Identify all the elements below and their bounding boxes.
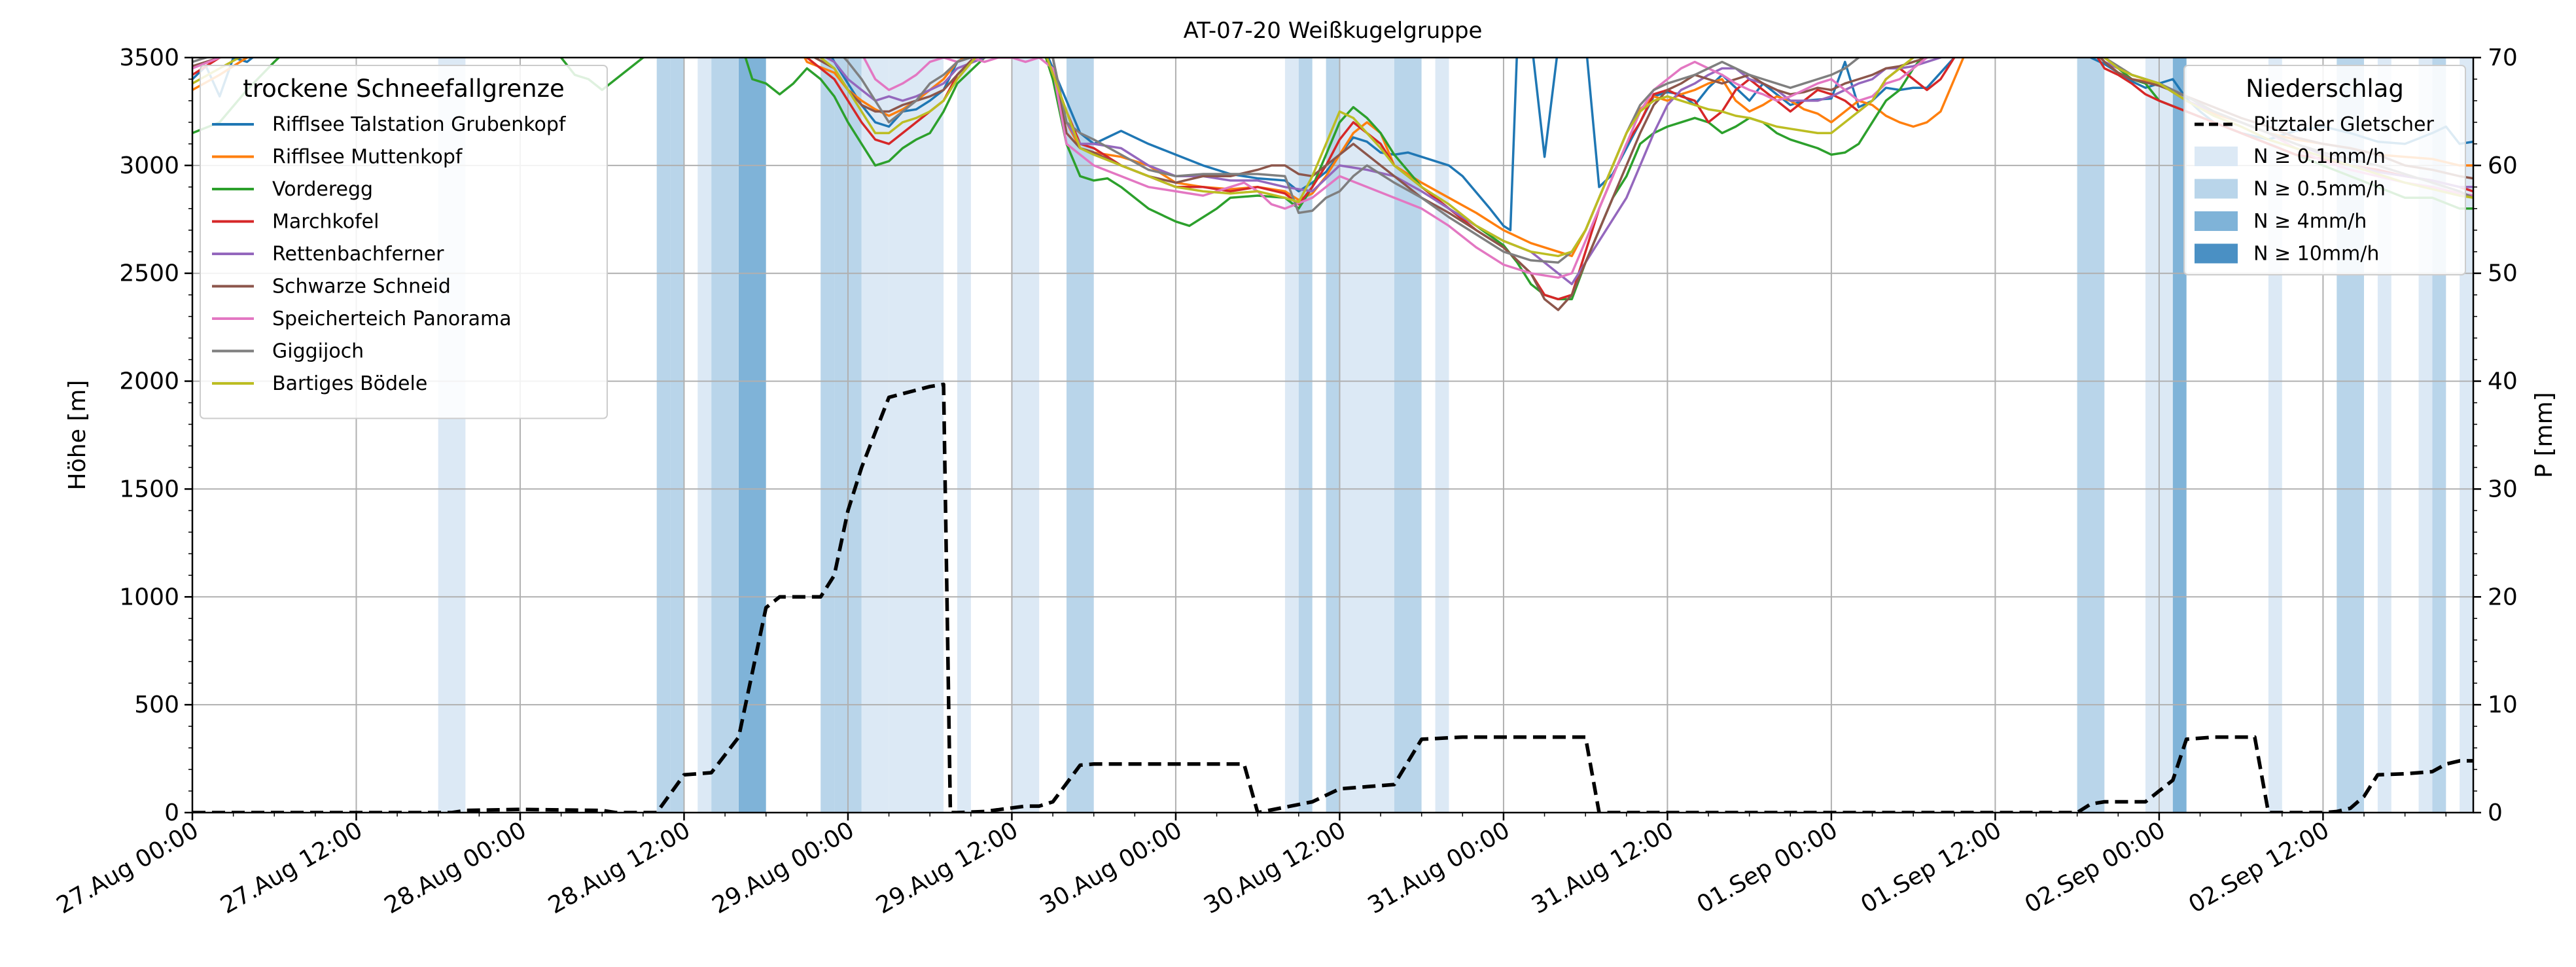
precip-band-5 <box>739 58 766 813</box>
right-tick-label-2: 20 <box>2488 584 2518 610</box>
left-tick-label-6: 3000 <box>119 152 179 179</box>
precip-band-15 <box>1326 58 1340 813</box>
precip-band-13 <box>1284 58 1299 813</box>
precip-band-2 <box>670 58 684 813</box>
legend-label-rifflsee-muttenkopf: Rifflsee Muttenkopf <box>272 146 463 169</box>
legend-label-rifflsee-talstation-grubenkopf: Rifflsee Talstation Grubenkopf <box>272 113 567 136</box>
chart-title: AT-07-20 Weißkugelgruppe <box>1184 18 1483 44</box>
precip-band-21 <box>2172 58 2187 813</box>
right-tick-label-0: 0 <box>2488 800 2503 826</box>
legend-label-marchkofel: Marchkofel <box>272 211 379 234</box>
legend-label-band-2: N ≥ 4mm/h <box>2253 210 2367 233</box>
right-axis-label: P [mm] <box>2531 392 2558 478</box>
left-tick-label-1: 500 <box>134 692 179 718</box>
left-axis: 0 500 1000 1500 2000 2500 3000 3500 <box>119 44 192 826</box>
precip-band-19 <box>2077 58 2105 813</box>
series-vorderegg <box>192 58 2473 301</box>
series-schwarze-schneid <box>192 58 2473 311</box>
left-tick-label-0: 0 <box>164 800 179 826</box>
legend-snowline-box <box>200 65 608 419</box>
precip-band-1 <box>656 58 671 813</box>
right-tick-label-7: 70 <box>2488 44 2518 71</box>
legend-swatch-band-0 <box>2195 147 2238 166</box>
precip-band-6 <box>820 58 835 813</box>
right-tick-label-1: 10 <box>2488 692 2518 718</box>
legend-swatch-band-1 <box>2195 179 2238 199</box>
legend-label-speicherteich-panorama: Speicherteich Panorama <box>272 308 512 330</box>
precip-band-3 <box>697 58 712 813</box>
legend-label-precip-line: Pitztaler Gletscher <box>2253 113 2434 136</box>
left-tick-label-4: 2000 <box>119 368 179 395</box>
legend-snowline: trockene Schneefallgrenze Rifflsee Talsta… <box>200 65 608 419</box>
precip-band-14 <box>1298 58 1313 813</box>
precip-line-pitztaler-gletscher <box>192 382 2473 813</box>
right-tick-label-6: 60 <box>2488 152 2518 179</box>
legend-label-vorderegg: Vorderegg <box>272 178 373 201</box>
precip-band-4 <box>711 58 739 813</box>
left-tick-label-2: 1000 <box>119 584 179 610</box>
legend-label-band-0: N ≥ 0.1mm/h <box>2253 145 2386 168</box>
plot-frame <box>191 56 2475 814</box>
precip-band-12 <box>1067 58 1094 813</box>
legend-label-band-1: N ≥ 0.5mm/h <box>2253 178 2386 201</box>
precip-band-9 <box>889 58 944 813</box>
right-tick-label-4: 40 <box>2488 368 2518 395</box>
legend-label-rettenbachferner: Rettenbachferner <box>272 243 444 266</box>
legend-label-band-3: N ≥ 10mm/h <box>2253 243 2379 266</box>
legend-precip: Niederschlag Pitztaler Gletscher N ≥ 0.1mm… <box>2183 65 2466 275</box>
legend-swatch-band-2 <box>2195 211 2238 231</box>
right-tick-label-3: 30 <box>2488 476 2518 502</box>
snowline-series <box>192 58 2473 311</box>
left-tick-label-3: 1500 <box>119 476 179 502</box>
precip-band-10 <box>957 58 971 813</box>
left-tick-label-5: 2500 <box>119 260 179 287</box>
right-axis: 0 10 20 30 40 50 60 70 <box>2473 44 2518 826</box>
legend-swatch-band-3 <box>2195 243 2238 264</box>
precip-band-11 <box>1012 58 1040 813</box>
series-bartiges-bodele <box>192 58 2473 258</box>
legend-label-giggijoch: Giggijoch <box>272 340 364 363</box>
legend-label-bartiges-bodele: Bartiges Bödele <box>272 372 427 395</box>
right-tick-label-5: 50 <box>2488 260 2518 287</box>
left-tick-label-7: 3500 <box>119 44 179 71</box>
precip-series <box>192 382 2473 813</box>
precip-band-16 <box>1339 58 1394 813</box>
left-axis-label: Höhe [m] <box>64 380 91 491</box>
precip-band-18 <box>1435 58 1449 813</box>
legend-precip-title: Niederschlag <box>2246 75 2404 103</box>
legend-snowline-title: trockene Schneefallgrenze <box>243 75 565 103</box>
legend-precip-box <box>2183 65 2466 275</box>
legend-label-schwarze-schneid: Schwarze Schneid <box>272 275 451 298</box>
